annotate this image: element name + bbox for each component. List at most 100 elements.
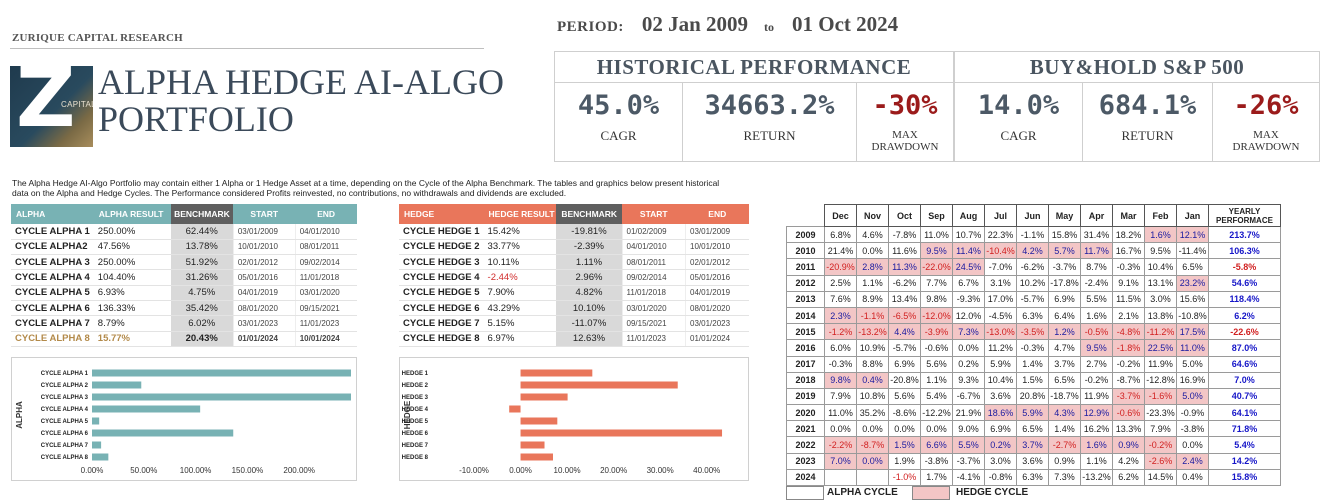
matrix-year-row: 2015 -1.2% -13.2% 4.4% -3.9% 7.3% -13.0% -3.5% 1… [786,323,1281,341]
matrix-year-row: 2012 2.5% 1.1% -6.2% 7.7% 6.7% 3.1% 10.2% -17.8%… [786,274,1281,292]
hedge-tick-label: 10.00% [554,466,581,475]
hedge-cycle-start: 09/02/2014 [621,269,686,286]
alpha-cycle-name: CYCLE ALPHA 1 [11,224,94,240]
matrix-month-cell: -22.0% [920,258,953,276]
hedge-cycle-start: 01/02/2009 [621,224,686,240]
matrix-year-label: 2012 [786,274,825,292]
matrix-month-cell: -2.7% [1048,436,1081,454]
hedge-cycle-benchmark: 2.96% [556,269,623,286]
matrix-yearly-cell: 64.1% [1208,404,1281,422]
matrix-month-cell: 2.8% [856,258,889,276]
alpha-cycle-end: 08/01/2011 [294,239,357,256]
historical-max-drawdown: -30% MAX DRAWDOWN [857,83,953,161]
matrix-year-label: 2018 [786,371,825,389]
hedge-cycle-result: 5.15% [483,315,557,332]
matrix-month-cell: 2.3% [824,306,857,325]
matrix-month-cell: 11.6% [888,242,921,260]
matrix-month-cell: -4.8% [1112,323,1145,341]
alpha-col-start: START [233,204,296,224]
matrix-month-cell: 1.6% [1080,306,1113,325]
matrix-month-cell: 22.3% [984,225,1017,244]
matrix-month-cell: -0.2% [1112,355,1145,373]
matrix-month-cell: 12.9% [1080,404,1113,422]
matrix-month-cell: 1.9% [888,452,921,470]
matrix-month-cell: 5.5% [1080,290,1113,308]
alpha-tick-label: 0.00% [81,466,104,475]
hedge-cycle-benchmark: 10.10% [556,300,623,317]
title-line-1: ALPHA HEDGE AI-ALGO [98,62,504,102]
matrix-month-cell: -0.2% [1080,371,1113,389]
matrix-month-cell: -8.6% [888,404,921,422]
matrix-yearly-cell: 118.4% [1208,290,1281,308]
buyhold-cagr: 14.0% CAGR [955,83,1083,161]
hedge-category-label: CYCLE HEDGE 8 [400,455,429,461]
historical-drawdown-label-2: DRAWDOWN [871,141,939,153]
matrix-month-cell: -1.1% [856,306,889,325]
matrix-month-cell: 6.8% [824,225,857,244]
hedge-cycle-benchmark: 1.11% [556,254,623,271]
matrix-month-cell: 5.0% [1176,355,1209,373]
company-logo: Z CAPITAL [10,66,93,147]
matrix-month-cell: -3.7% [1048,258,1081,276]
matrix-month-cell: 9.8% [920,290,953,308]
matrix-month-cell: 5.9% [1016,404,1049,422]
matrix-month-cell: -8.7% [856,436,889,454]
hedge-cycle-result: 15.42% [483,224,557,240]
hedge-cycle-end: 10/01/2010 [685,239,749,256]
matrix-month-cell: 11.3% [888,258,921,276]
matrix-month-cell: 6.6% [920,436,953,454]
matrix-month-cell: -23.3% [1144,404,1177,422]
matrix-month-cell: 21.4% [824,242,857,260]
matrix-month-cell: 11.9% [1080,387,1113,406]
matrix-month-cell: 1.1% [1080,452,1113,470]
historical-return-value: 34663.2% [704,90,835,121]
matrix-month-cell: 3.0% [1144,290,1177,308]
matrix-month-cell: -17.8% [1048,274,1081,292]
matrix-month-cell: -5.7% [888,339,921,357]
matrix-month-cell: 11.7% [1080,242,1113,260]
alpha-cycle-benchmark: 62.44% [170,224,234,240]
matrix-month-cell: -2.4% [1080,274,1113,292]
historical-return-label: RETURN [743,128,796,143]
matrix-yearly-cell: 14.2% [1208,452,1281,470]
matrix-month-cell: 22.5% [1144,339,1177,357]
matrix-month-cell: -3.7% [1112,387,1145,406]
alpha-row: CYCLE ALPHA 3 250.00% 51.92% 02/01/2012 09/0… [11,254,357,271]
matrix-month-cell: 7.7% [920,274,953,292]
matrix-year-label: 2024 [786,468,825,487]
hedge-cycle-result: 33.77% [483,239,557,256]
matrix-month-cell: -13.0% [984,323,1017,341]
matrix-month-header: Feb [1144,204,1177,227]
matrix-month-cell: 1.6% [1080,436,1113,454]
hedge-cycle-result: 7.90% [483,285,557,301]
matrix-year-row: 2019 7.9% 10.8% 5.6% 5.4% -6.7% 3.6% 20.8% -18.7… [786,387,1281,406]
alpha-bar [92,453,109,461]
matrix-year-label: 2021 [786,420,825,438]
hedge-category-label: CYCLE HEDGE 7 [400,443,429,449]
portfolio-title: ALPHA HEDGE AI-ALGO PORTFOLIO [98,64,528,138]
matrix-month-cell: 1.5% [1016,371,1049,389]
buyhold-drawdown-label-1: MAX [1253,129,1279,141]
matrix-month-cell: -1.0% [888,468,921,487]
matrix-month-cell: -0.3% [1112,258,1145,276]
alpha-category-label: CYCLE ALPHA 7 [41,443,89,449]
hedge-row: CYCLE HEDGE 3 10.11% 1.11% 08/01/2011 02/01/… [399,254,749,271]
hedge-category-label: CYCLE HEDGE 1 [400,371,429,377]
matrix-month-cell: -0.8% [984,468,1017,487]
hedge-tick-label: -10.00% [459,466,489,475]
matrix-month-cell: 7.0% [824,452,857,470]
hedge-cycle-name: CYCLE HEDGE 1 [399,224,484,240]
matrix-month-cell: 9.5% [920,242,953,260]
matrix-month-cell: -0.5% [1080,323,1113,341]
hedge-row: CYCLE HEDGE 1 15.42% -19.81% 01/02/2009 03/0… [399,224,749,240]
matrix-month-cell: 6.9% [984,420,1017,438]
alpha-bar [92,381,142,389]
hedge-row: CYCLE HEDGE 5 7.90% 4.82% 11/01/2018 04/01/2… [399,285,749,301]
buyhold-return-label: RETURN [1121,128,1174,143]
matrix-yearly-cell: 6.2% [1208,306,1281,325]
matrix-month-cell: -10.4% [984,242,1017,260]
matrix-yearly-cell: 71.8% [1208,420,1281,438]
alpha-col-end: END [295,204,357,224]
matrix-month-cell: 7.3% [1048,468,1081,487]
hedge-cycle-start: 03/01/2020 [621,300,686,317]
